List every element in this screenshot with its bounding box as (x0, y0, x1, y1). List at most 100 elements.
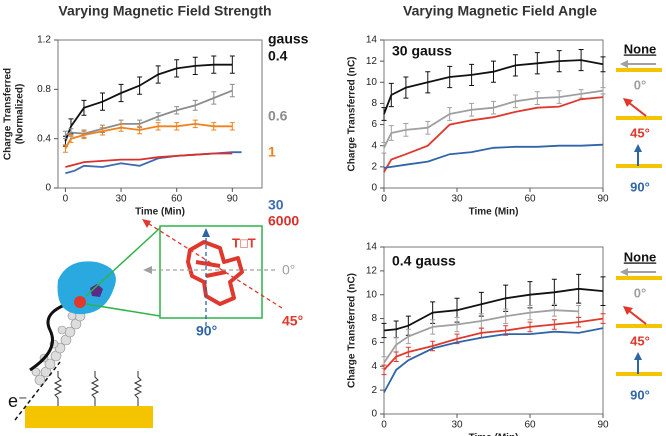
x-axis-label: Time (Min) (469, 207, 519, 218)
protein (57, 261, 116, 315)
error-bar (600, 313, 606, 324)
arrowhead (623, 98, 633, 107)
y-tick-label: 10 (366, 289, 378, 300)
x-tick-label: 30 (451, 420, 463, 431)
error-bar (491, 100, 496, 115)
cofactor (90, 284, 103, 297)
x-tick-label: 0 (381, 194, 387, 205)
chart-title: Varying Magnetic Field Angle (403, 3, 597, 19)
error-bar (503, 308, 509, 324)
series-line (65, 152, 233, 168)
error-bar (600, 276, 606, 306)
error-bar (229, 83, 235, 98)
error-bar (393, 351, 399, 363)
error-bar (100, 127, 106, 136)
error-bar (534, 52, 540, 75)
dimer-site (74, 296, 86, 308)
legend-label: 45° (630, 333, 650, 348)
y-tick-label: 12 (366, 265, 378, 276)
error-bar (229, 122, 235, 131)
legend-label: 1 (268, 144, 276, 160)
error-bar (192, 99, 198, 111)
error-bar (454, 316, 460, 333)
plot-frame (383, 246, 604, 415)
y-tick-label: 4 (371, 140, 377, 151)
error-bar (393, 337, 399, 353)
arrowhead (634, 144, 642, 152)
error-bar (100, 92, 106, 111)
arrowhead (202, 228, 210, 237)
legend-label: 45° (630, 125, 650, 140)
arrowhead (623, 306, 633, 315)
error-bar (512, 94, 518, 109)
legend-label: 0° (634, 77, 646, 92)
error-bar (155, 122, 161, 131)
error-bar (211, 91, 217, 105)
legend-label: 6000 (268, 213, 299, 229)
error-bar (62, 144, 68, 153)
arrowhead (620, 268, 628, 276)
error-bar (551, 319, 557, 330)
x-tick-label: 90 (227, 194, 239, 205)
x-tick-label: 60 (524, 420, 536, 431)
error-bar (576, 316, 582, 328)
x-tick-label: 60 (524, 194, 536, 205)
series-line (65, 151, 242, 175)
error-bar (192, 56, 198, 76)
y-axis-label: Charge Transferred (3, 68, 14, 160)
error-bar (403, 123, 409, 137)
error-bar (137, 76, 143, 95)
series-line (383, 143, 604, 169)
x-tick-label: 90 (597, 420, 609, 431)
error-bar (381, 322, 387, 339)
y-axis-label: Charge Transferred (nC) (347, 56, 358, 171)
electron-label: e⁻ (8, 391, 28, 411)
arrowhead (142, 219, 151, 228)
y-tick-label: 6 (371, 337, 377, 348)
gold-surface (25, 406, 153, 428)
error-bar (425, 71, 431, 94)
legend-label: 90° (630, 179, 650, 194)
y-tick-label: 8 (371, 313, 377, 324)
y-tick-label: 2 (371, 161, 377, 172)
legend-label: 0.4 (268, 48, 288, 64)
error-bar (403, 76, 409, 99)
x-tick-label: 0 (381, 420, 387, 431)
error-bar (469, 102, 475, 117)
error-bar (551, 303, 557, 317)
x-tick-label: 30 (451, 194, 463, 205)
annotation: 30 gauss (392, 43, 452, 59)
electron-path (14, 361, 61, 421)
error-bar (381, 107, 387, 121)
error-bar (578, 49, 584, 72)
error-bar (174, 106, 180, 115)
error-bar (81, 99, 87, 116)
error-bar (381, 364, 387, 376)
error-bar (469, 63, 475, 86)
legend-plate (616, 324, 662, 328)
error-bar (81, 130, 87, 140)
error-bar (491, 60, 496, 83)
error-bar (527, 304, 533, 321)
annotation: 0.4 gauss (392, 253, 456, 269)
series-line (383, 59, 604, 115)
legend-label: 30 (268, 197, 284, 213)
y-tick-label: 10 (366, 77, 378, 88)
error-bar (388, 125, 394, 141)
legend-plate (616, 276, 662, 280)
series-line (383, 317, 604, 371)
arrowhead (634, 352, 642, 360)
y-tick-label: 4 (371, 361, 377, 372)
zoom-line (85, 303, 161, 317)
error-bar (405, 328, 411, 345)
legend-label: 0.6 (268, 108, 288, 124)
error-bar (68, 134, 74, 143)
error-bar (211, 55, 217, 74)
error-bar (556, 50, 562, 73)
y-tick-label: 2 (371, 385, 377, 396)
series-line (64, 63, 233, 142)
zoom-box (159, 225, 263, 319)
dna-helix (31, 302, 92, 386)
series-line (64, 122, 233, 149)
error-bar (174, 122, 180, 131)
